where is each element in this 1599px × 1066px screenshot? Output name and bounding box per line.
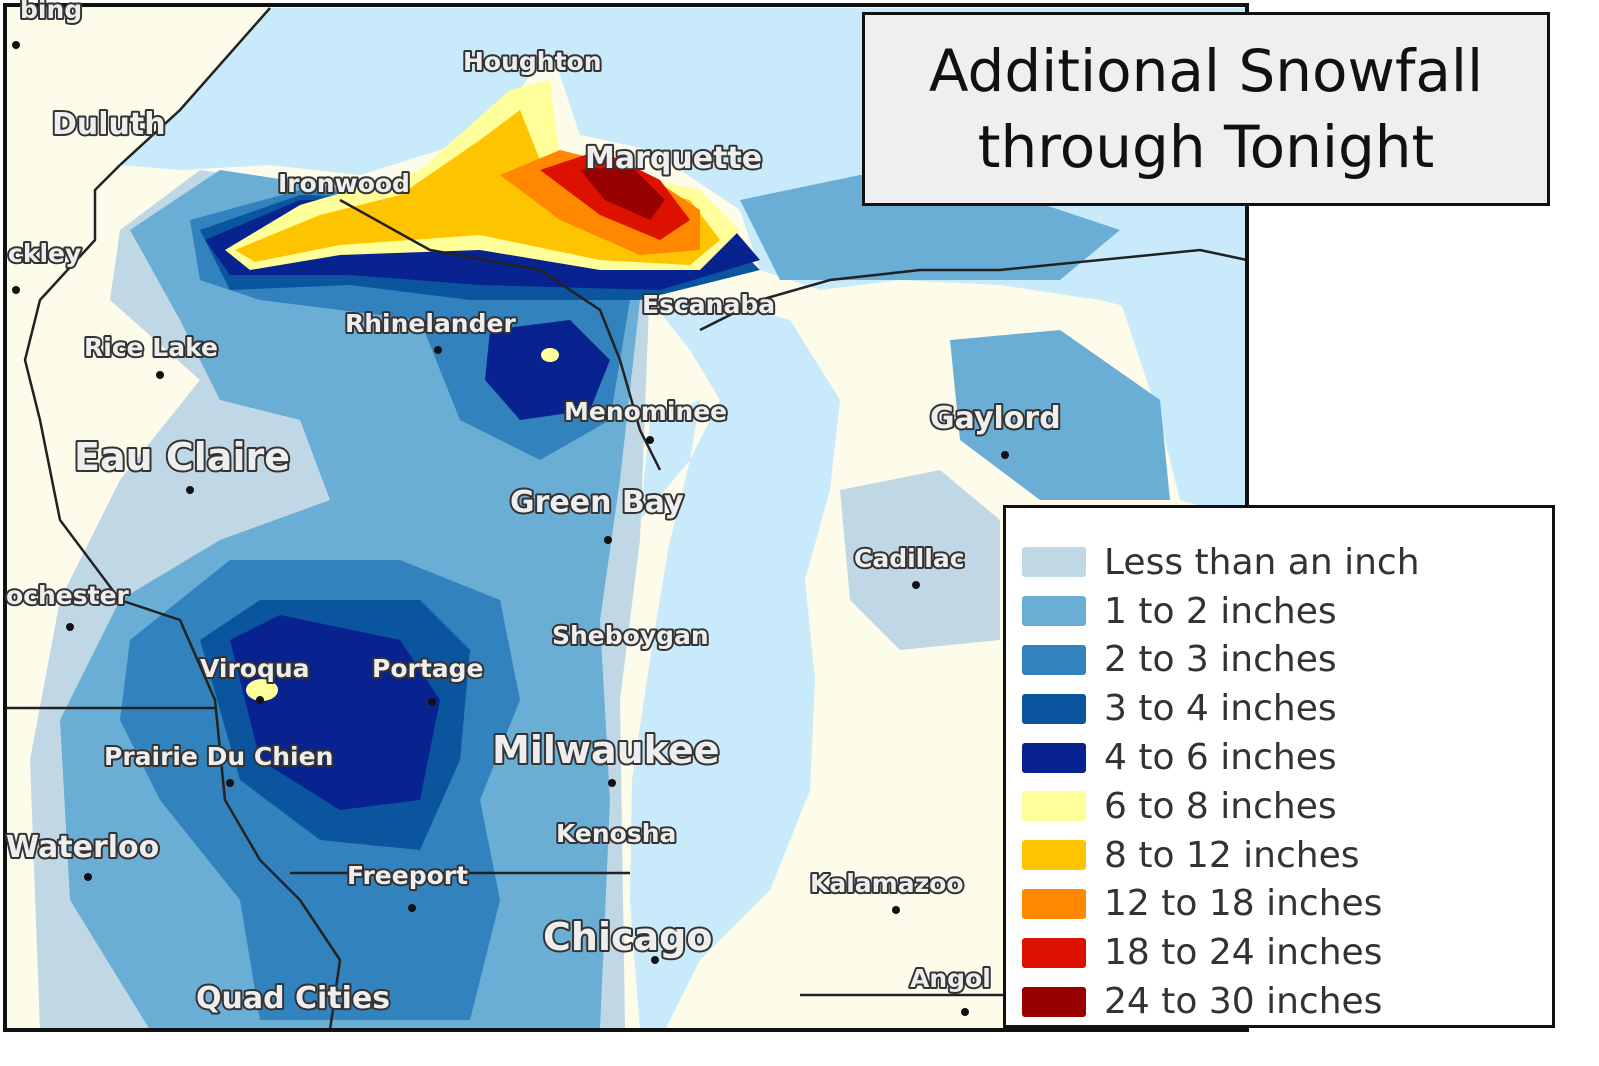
legend-item: 4 to 6 inches bbox=[1022, 733, 1552, 782]
city-label-ckley: ckley bbox=[8, 239, 81, 268]
city-label-waterloo: Waterloo bbox=[6, 830, 159, 865]
legend-label: 18 to 24 inches bbox=[1104, 932, 1383, 974]
city-label-bing: bing bbox=[20, 0, 82, 24]
city-labels: bing Duluth Houghton Marquette Ironwood … bbox=[4, 0, 1063, 1018]
city-label-freeport: Freeport bbox=[347, 861, 468, 890]
legend-label: 24 to 30 inches bbox=[1104, 981, 1383, 1023]
legend-label: 12 to 18 inches bbox=[1104, 883, 1383, 925]
contour-6-8-spot-rhinelander bbox=[541, 348, 559, 362]
legend-label: 2 to 3 inches bbox=[1104, 639, 1337, 681]
contour-less-than-inch-mi bbox=[840, 470, 1000, 650]
legend-swatch bbox=[1022, 742, 1086, 773]
legend-label: 4 to 6 inches bbox=[1104, 737, 1337, 779]
city-label-prairie-du-chien: Prairie Du Chien bbox=[104, 742, 333, 771]
legend: Less than an inch 1 to 2 inches 2 to 3 inc… bbox=[1003, 505, 1555, 1028]
legend-swatch bbox=[1022, 693, 1086, 724]
title-line-1: Additional Snowfall bbox=[928, 37, 1484, 105]
legend-item: 3 to 4 inches bbox=[1022, 684, 1552, 733]
city-label-sheboygan: Sheboygan bbox=[552, 621, 709, 650]
title-line-2: through Tonight bbox=[977, 113, 1435, 181]
legend-item: Less than an inch bbox=[1022, 538, 1552, 587]
legend-item: 2 to 3 inches bbox=[1022, 636, 1552, 685]
city-label-ironwood: Ironwood bbox=[278, 169, 410, 198]
city-label-cadillac: Cadillac bbox=[854, 544, 965, 573]
legend-swatch bbox=[1022, 644, 1086, 675]
city-label-menominee: Menominee bbox=[564, 397, 727, 426]
legend-item: 18 to 24 inches bbox=[1022, 928, 1552, 977]
city-label-duluth: Duluth bbox=[52, 107, 166, 142]
city-label-marquette: Marquette bbox=[585, 141, 762, 176]
city-label-houghton: Houghton bbox=[463, 47, 602, 76]
legend-label: Less than an inch bbox=[1104, 541, 1420, 583]
green-bay-water bbox=[640, 400, 700, 520]
legend-swatch bbox=[1022, 937, 1086, 968]
city-label-angola: Angol bbox=[910, 964, 991, 993]
lake-michigan-overlay bbox=[640, 320, 830, 1030]
city-label-rochester: ochester bbox=[6, 581, 130, 610]
legend-swatch bbox=[1022, 986, 1086, 1017]
contour-4-6-south bbox=[230, 615, 440, 810]
legend-label: 8 to 12 inches bbox=[1104, 834, 1360, 876]
city-label-rice-lake: Rice Lake bbox=[84, 333, 218, 362]
legend-label: 1 to 2 inches bbox=[1104, 590, 1337, 632]
city-label-kalamazoo: Kalamazoo bbox=[810, 869, 964, 898]
contour-6-8-spot-viroqua bbox=[246, 679, 278, 701]
legend-item: 6 to 8 inches bbox=[1022, 782, 1552, 831]
legend-swatch bbox=[1022, 547, 1086, 578]
city-label-green-bay: Green Bay bbox=[510, 485, 684, 520]
state-borders bbox=[5, 7, 1248, 1031]
legend-item: 12 to 18 inches bbox=[1022, 880, 1552, 929]
city-label-portage: Portage bbox=[372, 654, 484, 683]
city-label-rhinelander: Rhinelander bbox=[345, 309, 516, 338]
legend-item: 1 to 2 inches bbox=[1022, 587, 1552, 636]
city-label-quad-cities: Quad Cities bbox=[196, 981, 390, 1016]
legend-swatch bbox=[1022, 840, 1086, 871]
legend-swatch bbox=[1022, 888, 1086, 919]
legend-swatch bbox=[1022, 596, 1086, 627]
legend-swatch bbox=[1022, 791, 1086, 822]
contour-24-30 bbox=[580, 165, 665, 220]
lake-huron bbox=[1120, 300, 1247, 520]
city-label-kenosha: Kenosha bbox=[556, 819, 676, 848]
legend-item: 8 to 12 inches bbox=[1022, 831, 1552, 880]
city-label-gaylord: Gaylord bbox=[930, 401, 1061, 436]
city-label-milwaukee: Milwaukee bbox=[492, 728, 719, 772]
legend-item: 24 to 30 inches bbox=[1022, 977, 1552, 1026]
legend-label: 3 to 4 inches bbox=[1104, 688, 1337, 730]
contour-4-6-rhinelander bbox=[485, 320, 610, 420]
city-label-viroqua: Viroqua bbox=[200, 654, 310, 683]
legend-label: 6 to 8 inches bbox=[1104, 785, 1337, 827]
city-dots bbox=[12, 41, 1009, 1016]
city-label-escanaba: Escanaba bbox=[642, 290, 775, 319]
city-label-eau-claire: Eau Claire bbox=[74, 435, 290, 479]
city-label-chicago: Chicago bbox=[543, 915, 712, 959]
map-title: Additional Snowfall through Tonight bbox=[862, 12, 1550, 206]
